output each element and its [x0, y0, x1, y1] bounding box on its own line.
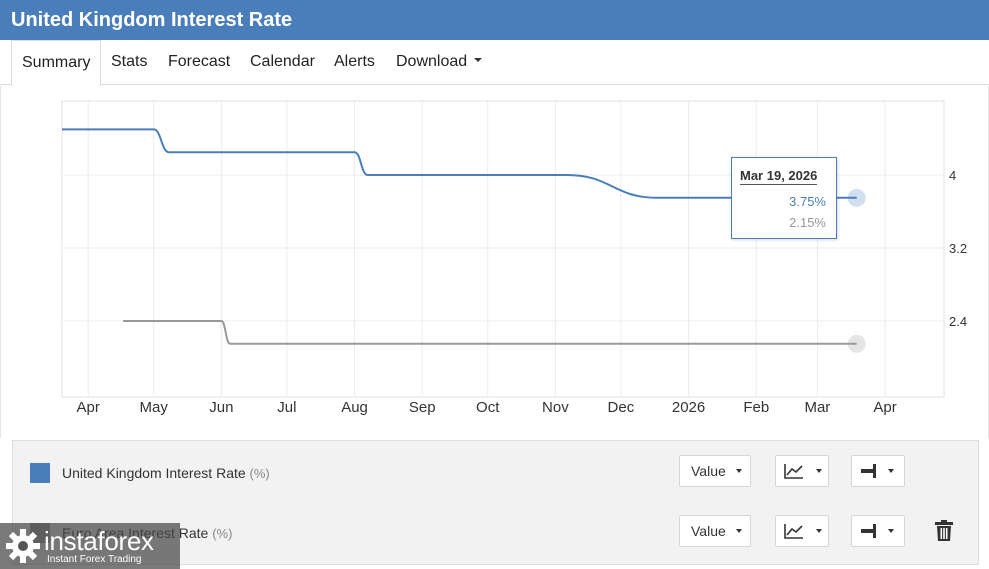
value-dropdown-label: Value: [691, 523, 726, 539]
x-tick-label: Aug: [341, 399, 368, 416]
tab-alerts[interactable]: Alerts: [324, 40, 385, 85]
chart-type-dropdown[interactable]: [775, 515, 829, 547]
chart-area: Apr May Jun Jul Aug Sep Oct Nov Dec 2026 Feb Mar Apr…: [0, 86, 989, 438]
series-name: United Kingdom Interest Rate (%): [62, 465, 270, 481]
trash-icon[interactable]: [935, 520, 953, 542]
value-dropdown[interactable]: Value: [679, 455, 751, 487]
page-header: United Kingdom Interest Rate: [0, 0, 989, 40]
x-tick-label: Feb: [743, 399, 769, 416]
y-tick-label: 4: [949, 168, 956, 183]
gear-logo-icon: [6, 529, 40, 563]
x-tick-label: Apr: [77, 399, 100, 416]
plot-frame: [61, 100, 945, 398]
tab-label: Forecast: [168, 53, 231, 70]
line-chart-icon: [784, 464, 803, 479]
value-dropdown[interactable]: Value: [679, 515, 751, 547]
hover-marker-uk: [847, 188, 866, 207]
x-tick-label: 2026: [672, 399, 705, 416]
tooltip-value-euro: 2.15%: [789, 215, 826, 230]
tab-label: Summary: [22, 54, 91, 71]
x-tick-label: Jun: [209, 399, 233, 416]
y-tick-label: 2.4: [949, 314, 967, 329]
series-unit: (%): [249, 466, 270, 481]
x-tick-label: Apr: [873, 399, 896, 416]
tab-label: Stats: [111, 53, 148, 70]
interest-rate-chart[interactable]: Apr May Jun Jul Aug Sep Oct Nov Dec 2026 Feb Mar Apr…: [1, 86, 989, 438]
tab-label: Calendar: [250, 53, 315, 70]
chart-tooltip: Mar 19, 2026 3.75% 2.15%: [731, 157, 837, 239]
series-name-text: United Kingdom Interest Rate: [62, 465, 246, 481]
axis-dropdown[interactable]: [851, 455, 905, 487]
legend-row-uk: United Kingdom Interest Rate (%) Value: [13, 441, 980, 501]
series-unit: (%): [212, 526, 233, 541]
x-tick-label: Sep: [409, 399, 436, 416]
chart-type-dropdown[interactable]: [775, 455, 829, 487]
chevron-down-icon: [816, 469, 822, 473]
axis-right-icon: [861, 524, 876, 538]
line-chart-icon: [784, 524, 803, 539]
tooltip-date: Mar 19, 2026: [740, 168, 818, 185]
x-tick-label: Oct: [476, 399, 500, 416]
watermark-tagline: Instant Forex Trading: [47, 554, 142, 565]
tab-summary[interactable]: Summary: [11, 40, 102, 86]
x-tick-label: Dec: [608, 399, 635, 416]
tooltip-value-uk: 3.75%: [789, 194, 826, 209]
tab-download[interactable]: Download: [386, 40, 492, 85]
tab-label: Download: [396, 53, 468, 70]
y-tick-label: 3.2: [949, 241, 967, 256]
chevron-down-icon: [888, 529, 894, 533]
x-tick-label: Jul: [277, 399, 296, 416]
chevron-down-icon: [816, 529, 822, 533]
hover-marker-euro: [847, 334, 866, 353]
chevron-down-icon: [888, 469, 894, 473]
tab-stats[interactable]: Stats: [101, 40, 157, 85]
series-line-euro: [123, 320, 857, 345]
axis-dropdown[interactable]: [851, 515, 905, 547]
chevron-down-icon: [735, 469, 742, 474]
watermark-brand: instaforex: [44, 526, 154, 556]
page-title: United Kingdom Interest Rate: [11, 9, 293, 31]
chevron-down-icon: [735, 529, 742, 534]
x-tick-label: Nov: [542, 399, 569, 416]
tab-label: Alerts: [334, 53, 375, 70]
series-line-uk: [62, 128, 857, 199]
value-dropdown-label: Value: [691, 463, 726, 479]
tab-forecast[interactable]: Forecast: [158, 40, 240, 85]
x-tick-label: May: [140, 399, 169, 416]
series-color-swatch[interactable]: [30, 463, 50, 483]
watermark-logo: instaforex Instant Forex Trading: [0, 523, 180, 569]
tab-calendar[interactable]: Calendar: [240, 40, 325, 85]
chevron-down-icon: [474, 57, 483, 62]
axis-right-icon: [861, 464, 876, 478]
tab-bar: Summary Stats Forecast Calendar Alerts D…: [0, 40, 989, 86]
x-tick-label: Mar: [804, 399, 830, 416]
